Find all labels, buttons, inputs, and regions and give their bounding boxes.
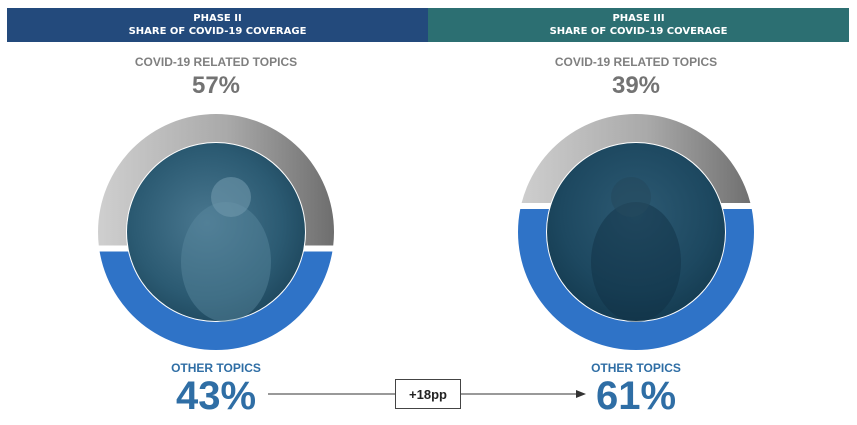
phase3-photo-figure [591,202,681,322]
phase2-photo-head [211,177,251,217]
phase3-photo-head [611,177,651,217]
phase2-other-segment [99,251,333,350]
phase3-other-label: OTHER TOPICS [591,361,681,375]
phase3-other-segment [518,209,754,350]
phase3-center-photo [547,143,725,321]
phase3-covid-segment [521,114,751,204]
phase2-other-value: 43% [175,374,257,418]
phase2-other-label: OTHER TOPICS [171,361,261,375]
phase3-covid-label: COVID-19 RELATED TOPICS [554,55,718,69]
phase2-header: PHASE II SHARE OF COVID-19 COVERAGE [7,8,428,42]
phase3-header: PHASE III SHARE OF COVID-19 COVERAGE [428,8,849,42]
phase2-header-subtitle: SHARE OF COVID-19 COVERAGE [128,26,307,37]
phase3-covid-value: 39% [611,72,661,99]
phase2-center-photo [127,143,305,321]
phase3-header-subtitle: SHARE OF COVID-19 COVERAGE [549,26,728,37]
phase2-covid-label: COVID-19 RELATED TOPICS [134,55,298,69]
phase3-other-value: 61% [595,374,677,418]
phase2-photo-figure [181,202,271,322]
phase3-header-title: PHASE III [612,13,665,24]
phase2-header-title: PHASE II [193,13,242,24]
phase2-covid-segment [98,114,334,246]
change-badge: +18pp [395,379,461,409]
arrow-head-icon [576,390,586,398]
phase2-covid-value: 57% [191,72,241,99]
